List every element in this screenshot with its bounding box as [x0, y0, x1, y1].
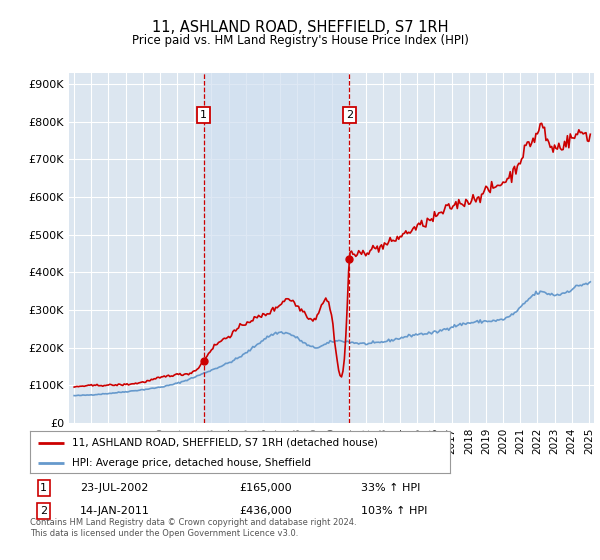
- Text: 103% ↑ HPI: 103% ↑ HPI: [361, 506, 428, 516]
- Text: 11, ASHLAND ROAD, SHEFFIELD, S7 1RH (detached house): 11, ASHLAND ROAD, SHEFFIELD, S7 1RH (det…: [72, 438, 378, 448]
- Text: Contains HM Land Registry data © Crown copyright and database right 2024.
This d: Contains HM Land Registry data © Crown c…: [30, 519, 356, 538]
- Bar: [203, 73, 349, 423]
- Text: 33% ↑ HPI: 33% ↑ HPI: [361, 483, 421, 493]
- Text: 11, ASHLAND ROAD, SHEFFIELD, S7 1RH: 11, ASHLAND ROAD, SHEFFIELD, S7 1RH: [152, 20, 448, 35]
- Text: 23-JUL-2002: 23-JUL-2002: [80, 483, 148, 493]
- Text: 2: 2: [40, 506, 47, 516]
- Text: Price paid vs. HM Land Registry's House Price Index (HPI): Price paid vs. HM Land Registry's House …: [131, 34, 469, 46]
- Text: 1: 1: [200, 110, 207, 120]
- Text: 14-JAN-2011: 14-JAN-2011: [80, 506, 149, 516]
- Text: 2: 2: [346, 110, 353, 120]
- Text: HPI: Average price, detached house, Sheffield: HPI: Average price, detached house, Shef…: [72, 458, 311, 468]
- Text: 1: 1: [40, 483, 47, 493]
- Text: £165,000: £165,000: [240, 483, 292, 493]
- Text: £436,000: £436,000: [240, 506, 293, 516]
